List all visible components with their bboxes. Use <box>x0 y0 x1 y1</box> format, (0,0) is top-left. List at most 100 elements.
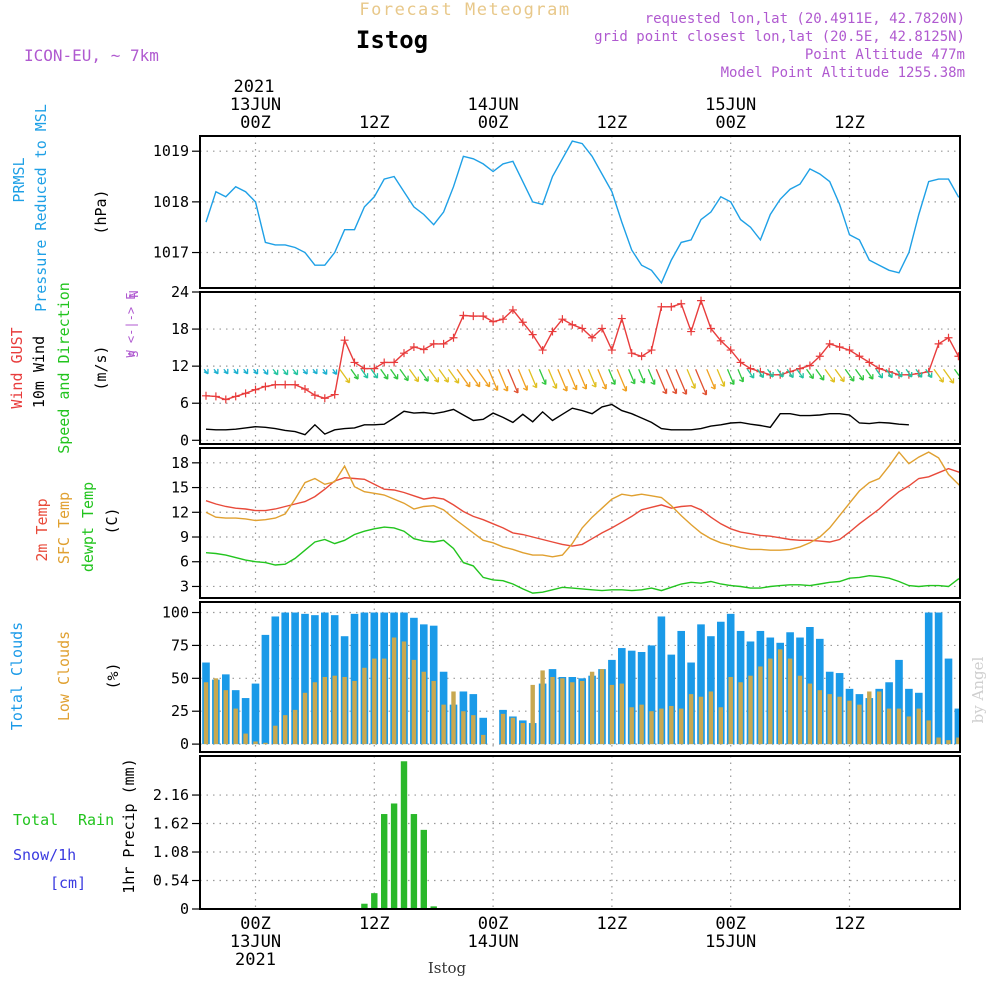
top-tick-label: 00Z <box>478 113 509 133</box>
total-cloud-bar <box>944 658 953 745</box>
wind-direction-arrow <box>466 368 481 388</box>
wind-labels: Wind GUST 10m Wind Speed and Direction (… <box>8 282 141 454</box>
wind-direction-arrow <box>647 368 656 386</box>
total-cloud-bar <box>667 654 676 745</box>
wind-direction-arrow <box>895 368 903 378</box>
total-cloud-bar <box>984 741 992 744</box>
wind-direction-arrow <box>885 368 893 379</box>
low-cloud-bar <box>421 671 426 745</box>
top-tick-label: 00Z <box>715 113 746 133</box>
bottom-tick-label: 12Z <box>359 914 390 934</box>
gust-marker <box>271 380 280 389</box>
low-cloud-bar <box>718 707 723 745</box>
wind-direction-arrow <box>974 369 982 380</box>
gust-marker <box>419 345 428 354</box>
sfc-label: SFC Temp <box>55 492 73 564</box>
wind-direction-arrow <box>292 368 299 376</box>
gust-marker <box>429 339 438 348</box>
bottom-tick-label: 2021 <box>235 950 276 970</box>
watermark: by Angel <box>969 656 987 723</box>
wind-direction-arrow <box>497 368 509 392</box>
bottom-tick-label: 00Z <box>478 914 509 934</box>
rain-bar <box>420 829 427 909</box>
gust-marker <box>835 342 844 351</box>
low-cloud-bar <box>778 649 783 745</box>
rain-label-rain: Rain <box>78 811 114 829</box>
low-cloud-bar <box>728 677 733 745</box>
pressure-frame <box>199 135 961 289</box>
low-cloud-bar <box>639 704 644 745</box>
prmsl-desc-label: Pressure Reduced to MSL <box>32 104 50 312</box>
total-cloud-bar <box>934 612 943 745</box>
cloud-ytick-label: 75 <box>171 636 189 654</box>
wind-direction-arrow <box>766 368 774 378</box>
model-altitude: Model Point Altitude 1255.38m <box>721 65 965 81</box>
wind-direction-arrow <box>834 368 845 383</box>
gust-marker <box>617 314 626 323</box>
compass-n: N <box>127 290 141 297</box>
temp-ytick-label: 12 <box>171 503 189 521</box>
low-cloud-bar <box>867 691 872 745</box>
wind-direction-arrow <box>233 368 239 375</box>
wind-direction-arrow <box>360 368 369 379</box>
wind-direction-arrow <box>695 368 708 396</box>
wind-direction-arrow <box>984 369 993 381</box>
low-cloud-bar <box>451 691 456 745</box>
low-cloud-bar <box>461 711 466 745</box>
wind-direction-arrow <box>686 368 696 389</box>
total-cloud-bar <box>241 698 250 745</box>
low-cloud-bar <box>540 670 545 745</box>
wind-gust-line <box>205 298 960 401</box>
gust-marker <box>726 346 735 355</box>
wind-direction-arrow <box>616 368 628 392</box>
wind-direction-arrow <box>806 368 814 380</box>
gust-marker <box>459 311 468 320</box>
low-cloud-bar <box>886 708 892 745</box>
gust-marker <box>261 382 270 391</box>
gust-marker <box>657 302 666 311</box>
wind-direction-arrow <box>905 368 913 378</box>
top-tick-label: 14JUN <box>468 95 519 115</box>
wind-direction-arrow <box>223 368 229 375</box>
total-cloud-bar <box>895 659 903 745</box>
bottom-tick-label: 15JUN <box>705 932 756 952</box>
wind-direction-arrow <box>587 368 597 388</box>
low-cloud-bar <box>391 637 397 745</box>
low-cloud-bar <box>292 709 298 745</box>
pressure-plot <box>205 140 960 285</box>
dewpt-temp-line <box>205 526 960 594</box>
supertitle: Forecast Meteogram <box>359 0 570 20</box>
gust-marker <box>954 352 960 361</box>
wind-direction-arrow <box>875 368 884 379</box>
gust-marker <box>627 349 636 358</box>
top-tick-label: 15JUN <box>705 95 756 115</box>
footer-location: Istog <box>428 959 467 977</box>
total-cloud-bar <box>637 652 646 745</box>
low-cloud-bar <box>837 696 842 745</box>
low-cloud-bar <box>401 641 407 745</box>
prmsl-line <box>205 140 960 285</box>
snow-unit-label: [cm] <box>50 874 86 892</box>
wind-direction-arrow <box>716 368 726 387</box>
total-cloud-bar <box>311 615 319 745</box>
gust-marker <box>350 358 359 367</box>
low-cloud-bar <box>283 715 288 745</box>
low-cloud-bar <box>817 690 822 745</box>
dewpt-label: dewpt Temp <box>79 482 97 572</box>
rain-bar <box>381 814 388 909</box>
wind-direction-arrow <box>706 368 716 390</box>
total-cloud-bar <box>954 708 960 745</box>
top-tick-label: 12Z <box>359 113 390 133</box>
prmsl-label: PRMSL <box>10 157 28 202</box>
low-cloud-bar <box>956 737 960 745</box>
gust-marker <box>607 346 616 355</box>
pressure-ytick-label: 1019 <box>153 142 189 160</box>
gust-marker <box>637 352 646 361</box>
rain-bar <box>371 893 378 909</box>
gust-marker <box>974 349 982 357</box>
total-cloud-bar <box>707 636 715 745</box>
total-cloud-bar <box>301 613 309 745</box>
low-cloud-bar <box>738 682 743 745</box>
